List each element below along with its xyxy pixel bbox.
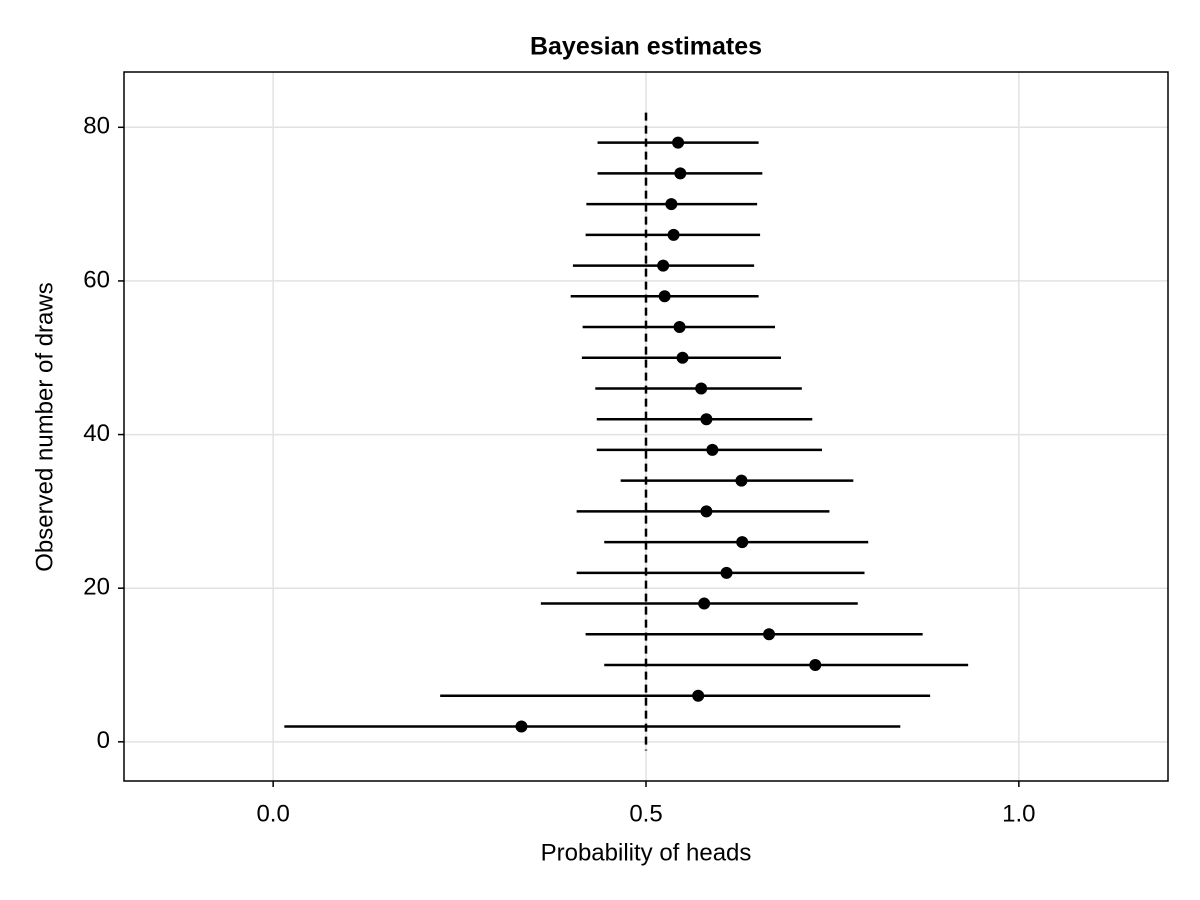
x-tick-label: 1.0	[1002, 800, 1035, 827]
x-tick-label: 0.0	[256, 800, 289, 827]
estimate-point	[667, 228, 680, 241]
estimate-point	[735, 474, 748, 487]
estimate-point	[763, 628, 776, 641]
x-axis-label: Probability of heads	[541, 839, 752, 866]
estimate-point	[695, 382, 708, 395]
estimate-point	[672, 136, 685, 149]
estimate-point	[657, 259, 670, 272]
y-tick-label: 40	[83, 420, 110, 447]
y-axis-label: Observed number of draws	[31, 282, 58, 571]
plot-frame	[123, 71, 1169, 782]
estimate-point	[809, 659, 822, 672]
estimate-point	[674, 167, 687, 180]
estimate-point	[692, 689, 705, 702]
y-tick-label: 20	[83, 574, 110, 601]
x-tick-label: 0.5	[629, 800, 662, 827]
chart-title: Bayesian estimates	[530, 33, 762, 61]
y-tick-label: 60	[83, 266, 110, 293]
estimate-point	[658, 290, 671, 303]
estimate-point	[720, 566, 733, 579]
estimate-point	[736, 536, 749, 549]
y-tick-label: 80	[83, 113, 110, 140]
estimate-point	[665, 198, 678, 211]
estimate-point	[700, 413, 713, 426]
estimate-point	[673, 321, 686, 334]
estimate-point	[706, 443, 719, 456]
y-tick-label: 0	[97, 727, 110, 754]
estimate-point	[515, 720, 528, 733]
estimate-point	[676, 351, 689, 364]
estimate-point	[700, 505, 713, 518]
estimate-point	[698, 597, 711, 610]
